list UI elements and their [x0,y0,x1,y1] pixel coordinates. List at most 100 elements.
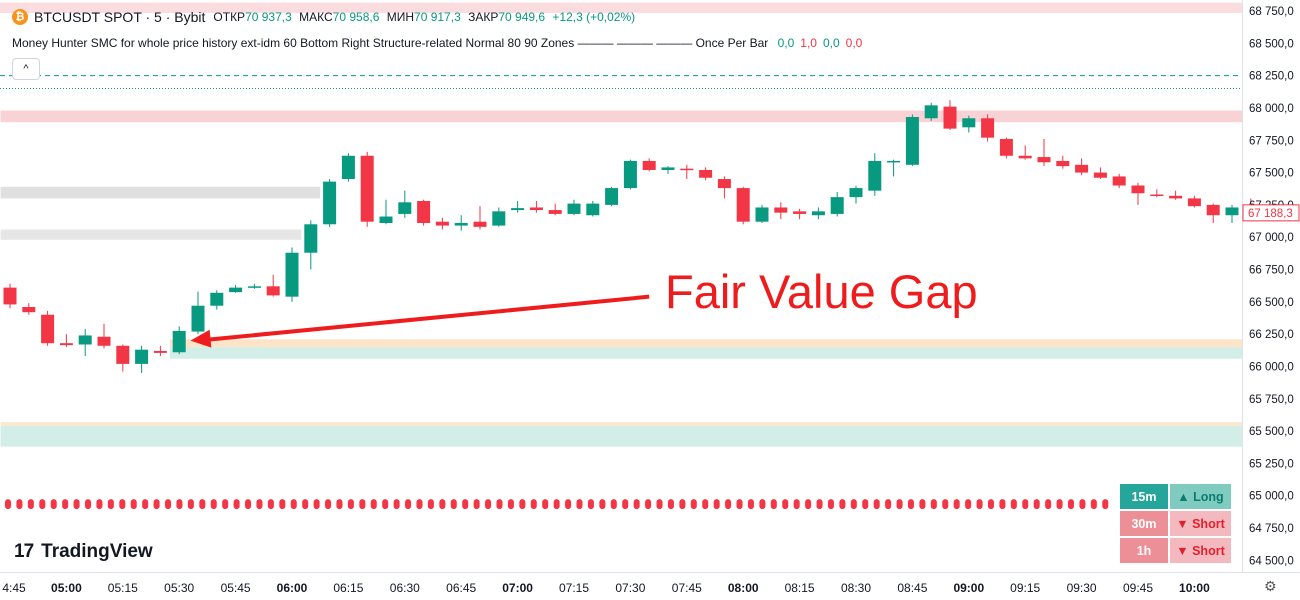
candle [360,151,374,227]
chart-header: ₿ BTCUSDT SPOT · 5 · Bybit ОТКР70 937,3 … [12,9,639,25]
time-tick-label: 10:00 [1179,581,1210,595]
signal-dot [919,499,926,510]
tradingview-logo[interactable]: 17 TradingView [14,541,153,563]
candle [661,166,675,174]
signal-dot [153,499,160,510]
candle-body [1093,172,1107,178]
chevron-up-icon: ^ [23,63,29,75]
candle-body [1150,194,1164,197]
candle [548,203,562,216]
candle-body [567,203,581,214]
candle [379,199,393,225]
candle-body [793,211,807,214]
signal-dot [507,499,514,510]
price-tick-label: 66 000,0 [1249,361,1294,373]
candle [135,345,149,373]
time-tick-label: 08:45 [897,581,927,595]
time-tick-label: 08:30 [841,581,871,595]
demand-zone-2 [0,425,1243,447]
signal-dot [405,499,412,510]
signal-dot [16,499,23,510]
signal-dot [222,499,229,510]
signal-dot [107,499,114,510]
ohlc-values: ОТКР70 937,3 МАКС70 958,6 МИН70 917,3 ЗА… [213,10,639,24]
collapse-legend-button[interactable]: ^ [12,58,40,80]
time-tick-label: 09:00 [953,581,984,595]
candle-body [661,167,675,170]
candle [454,215,468,231]
candle [586,201,600,217]
candle [172,326,186,355]
timeframe-row-15m: 15m ▲ Long [1120,484,1231,509]
candle-body [304,224,318,253]
candle-body [605,188,619,205]
signal-dot [1033,499,1040,510]
overhead-zone [0,2,1242,13]
signal-dot [725,499,732,510]
candle-body [210,292,224,306]
candle-body [943,106,957,129]
candle [59,334,73,348]
candle [755,204,769,223]
candle-body [78,335,92,345]
candle-body [360,155,374,222]
candle [191,291,205,335]
candle [1075,158,1089,176]
signal-dot [816,499,823,510]
time-tick-label: 06:45 [446,581,476,595]
candle [492,207,506,227]
candle-body [924,105,938,119]
candle [1018,145,1032,160]
candle [1056,155,1070,169]
settings-icon[interactable]: ⚙ [1264,578,1277,594]
candle [285,247,299,302]
candle-body [1131,185,1145,194]
timeframe-row-30m: 30m ▼ Short [1120,511,1231,536]
candle [699,167,713,181]
candle [849,185,863,204]
candle-body [680,168,694,171]
candle-body [999,138,1013,156]
signal-dot [690,499,697,510]
signal-dot [942,499,949,510]
candle [774,202,788,220]
candle-body [116,345,130,364]
signal-dot [519,499,526,510]
signal-dot [370,499,377,510]
candle-body [22,307,36,313]
bitcoin-icon: ₿ [12,9,28,25]
candle [116,344,130,372]
signal-dot [187,499,194,510]
candle-body [1206,204,1220,216]
timeframe-row-1h: 1h ▼ Short [1120,538,1231,563]
candle [210,290,224,310]
candle-body [548,210,562,214]
candle-body [849,188,863,198]
time-tick-label: 07:45 [672,581,702,595]
price-tick-label: 64 750,0 [1249,523,1294,535]
symbol-title[interactable]: BTCUSDT SPOT · 5 · Bybit [34,9,206,25]
signal-dot [473,499,480,510]
signal-dot [713,499,720,510]
signal-dot [1010,499,1017,510]
signal-dot [999,499,1006,510]
signal-dot [165,499,172,510]
candle-body [435,221,449,226]
signal-dot [839,499,846,510]
candle-body [247,286,261,288]
price-tick-label: 65 250,0 [1249,458,1294,470]
signal-dot [827,499,834,510]
signal-dot [39,499,46,510]
indicator-legend[interactable]: Money Hunter SMC for whole price history… [12,36,862,50]
signal-dot [553,499,560,510]
signal-dot [587,499,594,510]
time-tick-label: 08:00 [728,581,759,595]
candle [511,201,525,213]
signal-dot [656,499,663,510]
time-tick-label: 07:30 [615,581,645,595]
signal-dot [1022,499,1029,510]
candle-body [1056,160,1070,167]
candle-body [41,314,55,344]
candle [680,164,694,180]
